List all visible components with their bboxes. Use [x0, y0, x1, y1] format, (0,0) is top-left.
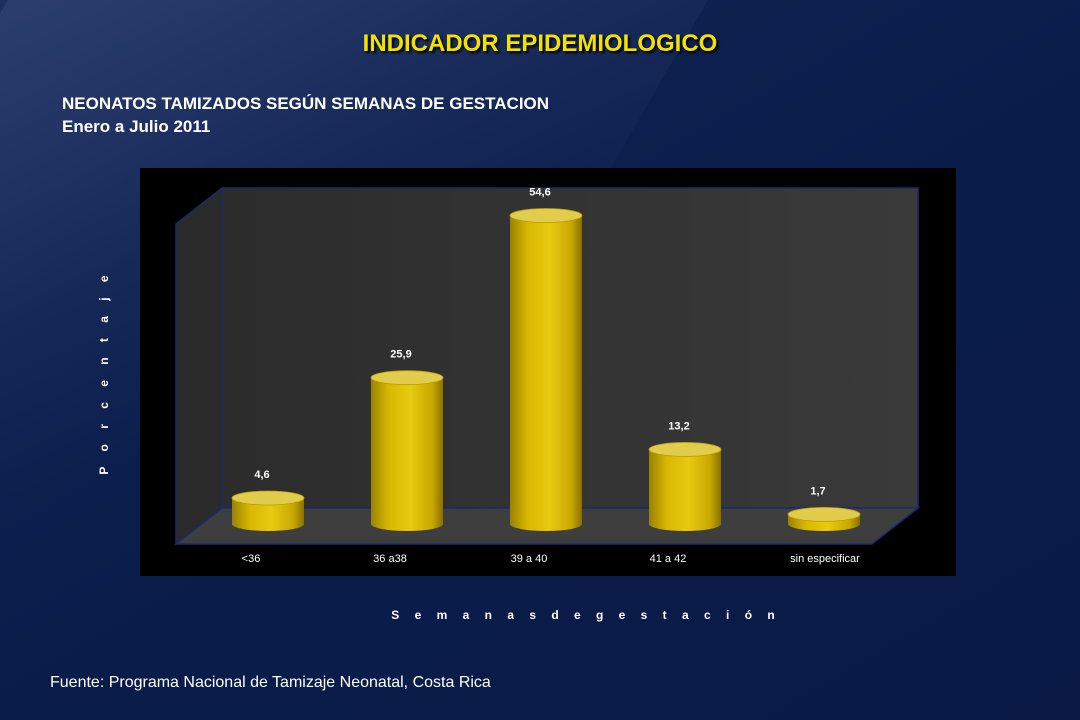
y-axis-label: P o r c e n t a j e	[97, 269, 111, 475]
source-note: Fuente: Programa Nacional de Tamizaje Ne…	[50, 674, 491, 691]
bar-0	[231, 490, 305, 531]
bar-top-4	[787, 506, 861, 522]
chart-subtitle: NEONATOS TAMIZADOS SEGÚN SEMANAS DE GEST…	[62, 92, 549, 138]
bar-top-1	[370, 370, 444, 386]
data-label-4: 1,7	[810, 485, 825, 497]
left-wall	[175, 186, 223, 546]
data-label-0: 4,6	[254, 469, 269, 481]
x-tick-label-4: sin especificar	[790, 553, 860, 565]
bar-1	[370, 370, 444, 531]
data-label-1: 25,9	[390, 349, 411, 361]
x-axis-label: S e m a n a s d e g e s t a c i ó n	[391, 608, 781, 622]
x-tick-label-2: 39 a 40	[511, 553, 548, 565]
bar-2	[509, 208, 583, 531]
bar-body-0	[232, 498, 304, 531]
x-tick-label-3: 41 a 42	[650, 553, 687, 565]
bar-body-2	[510, 215, 582, 531]
bar-body-1	[371, 377, 443, 531]
bar-chart: 4,6 25,9 54,6 13,2 1,7 <36 36 a38 39 a 40 41 a …	[173, 186, 921, 565]
bar-body-3	[649, 449, 721, 531]
bar-4	[787, 506, 861, 531]
chart-area: 4,6 25,9 54,6 13,2 1,7 <36 36 a38 39 a 40 41 a …	[140, 168, 956, 576]
subtitle-line-1: NEONATOS TAMIZADOS SEGÚN SEMANAS DE GEST…	[62, 94, 550, 113]
slide-title: INDICADOR EPIDEMIOLOGICO	[362, 30, 718, 57]
bar-3	[648, 442, 722, 531]
bar-top-2	[509, 208, 583, 223]
x-tick-label-0: <36	[242, 553, 261, 565]
data-label-2: 54,6	[529, 187, 550, 199]
x-tick-label-1: 36 a38	[373, 553, 407, 565]
subtitle-line-2: Enero a Julio 2011	[62, 117, 211, 136]
bar-top-0	[231, 490, 305, 506]
data-label-3: 13,2	[668, 420, 689, 432]
bar-top-3	[648, 442, 722, 457]
